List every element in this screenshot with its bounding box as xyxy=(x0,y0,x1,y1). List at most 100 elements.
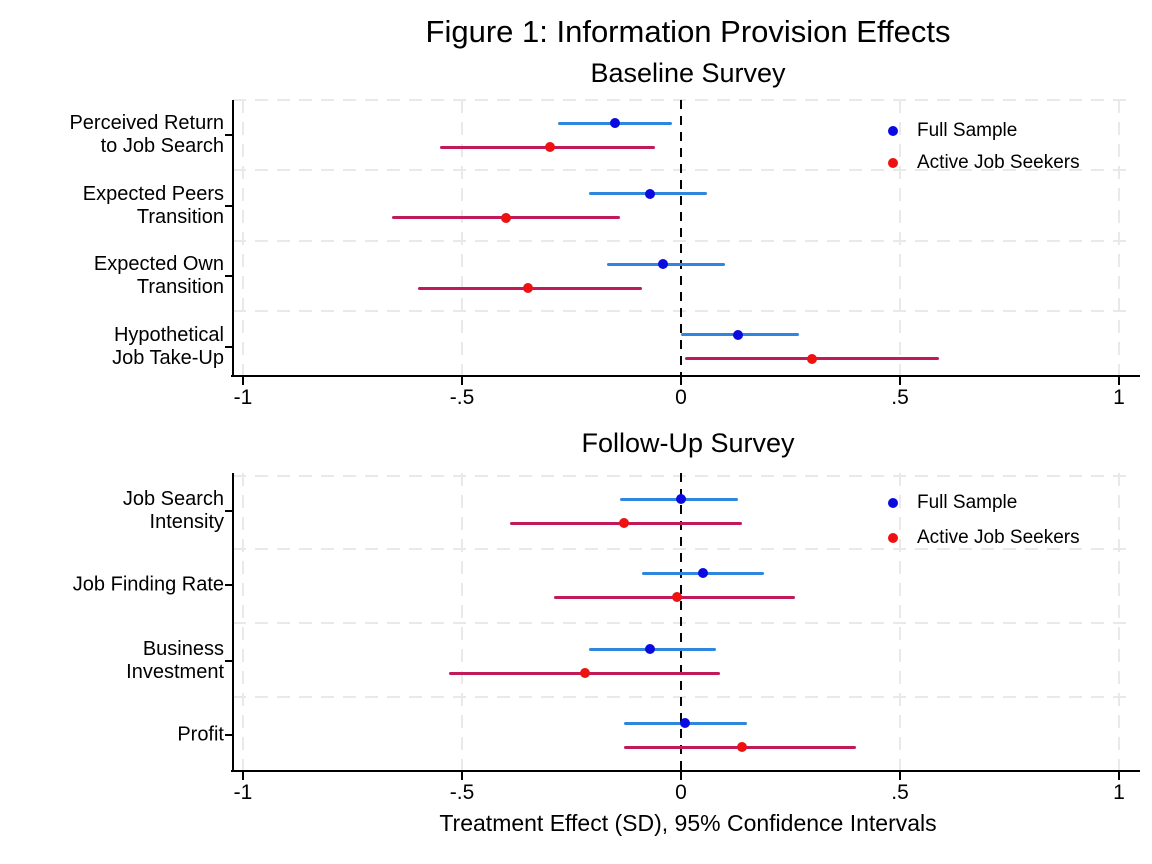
category-label-line: Hypothetical xyxy=(113,323,224,346)
category-label-line: Profit xyxy=(177,723,224,746)
estimate-dot-active-job-seekers xyxy=(807,353,818,364)
category-label-line: Business xyxy=(142,638,224,660)
x-tick xyxy=(899,377,901,385)
y-axis-line xyxy=(232,100,234,377)
gridline-vertical xyxy=(242,100,244,375)
estimate-dot-full-sample xyxy=(676,494,686,504)
figure-title: Figure 1: Information Provision Effects xyxy=(425,14,951,49)
x-tick-label: 0 xyxy=(675,781,687,804)
x-tick-label: -.5 xyxy=(449,781,475,804)
gridline-horizontal xyxy=(233,475,1134,477)
y-tick xyxy=(225,134,233,136)
y-tick xyxy=(225,660,233,662)
gridline-horizontal xyxy=(233,622,1134,624)
x-tick-label: .5 xyxy=(891,386,909,409)
x-tick xyxy=(680,377,682,385)
x-tick-label: -.5 xyxy=(449,386,475,409)
x-axis-line xyxy=(231,770,1140,772)
estimate-dot-full-sample xyxy=(697,568,708,578)
x-axis-title: Treatment Effect (SD), 95% Confidence In… xyxy=(439,810,937,836)
zero-reference-line xyxy=(680,473,682,772)
category-label-line: Job Finding Rate xyxy=(72,573,224,596)
category-label: Hypothetical Job Take-Up xyxy=(0,324,224,370)
estimate-dot-active-job-seekers xyxy=(619,518,630,528)
category-label-line: Transition xyxy=(136,276,224,298)
gridline-vertical xyxy=(461,100,463,375)
x-tick-label: -1 xyxy=(233,386,253,409)
y-tick xyxy=(225,204,233,207)
y-axis-line xyxy=(232,473,234,772)
estimate-dot-full-sample xyxy=(680,718,691,728)
y-tick xyxy=(225,584,233,586)
x-tick-label: 0 xyxy=(675,386,687,409)
category-label: Perceived Return to Job Search xyxy=(0,112,224,158)
estimate-dot-active-job-seekers xyxy=(522,283,533,293)
gridline-horizontal xyxy=(233,239,1134,242)
x-tick xyxy=(242,772,244,780)
estimate-dot-full-sample xyxy=(645,188,656,199)
category-label-line: Investment xyxy=(126,661,224,683)
category-label: Business Investment xyxy=(0,638,224,684)
x-tick-label: -1 xyxy=(233,781,253,804)
category-label-line: Transition xyxy=(136,205,224,228)
y-tick xyxy=(225,345,233,348)
gridline-horizontal xyxy=(233,169,1134,172)
gridline-vertical xyxy=(461,473,463,770)
x-tick xyxy=(461,772,463,780)
legend-dot-full-sample xyxy=(888,498,898,508)
x-tick xyxy=(1118,377,1120,385)
gridline-vertical xyxy=(1118,473,1120,770)
x-tick-label: .5 xyxy=(891,781,909,804)
category-label-line: Perceived Return xyxy=(69,112,224,134)
gridline-horizontal xyxy=(233,696,1134,698)
legend-label-active-job-seekers: Active Job Seekers xyxy=(917,152,1080,173)
panel-title-baseline: Baseline Survey xyxy=(590,58,786,88)
category-label: Expected Own Transition xyxy=(0,253,224,299)
gridline-vertical xyxy=(899,473,901,770)
category-label-line: to Job Search xyxy=(100,135,224,157)
category-label-line: Job Search xyxy=(122,488,224,510)
x-tick xyxy=(461,377,463,385)
category-label: Job Search Intensity xyxy=(0,488,224,534)
gridline-horizontal xyxy=(233,98,1134,101)
category-label-line: Job Take-Up xyxy=(112,346,224,369)
gridline-vertical xyxy=(899,100,901,375)
x-tick xyxy=(899,772,901,780)
x-tick-label: 1 xyxy=(1113,386,1125,409)
legend-dot-full-sample xyxy=(888,126,898,136)
category-label: Job Finding Rate xyxy=(0,574,224,597)
y-tick xyxy=(225,275,233,277)
estimate-dot-full-sample xyxy=(645,644,656,654)
x-tick xyxy=(680,772,682,780)
estimate-dot-full-sample xyxy=(610,118,621,128)
estimate-dot-active-job-seekers xyxy=(671,592,682,602)
gridline-vertical xyxy=(1118,100,1120,375)
x-tick-label: 1 xyxy=(1113,781,1125,804)
category-label: Profit xyxy=(0,724,224,747)
y-tick xyxy=(225,510,233,512)
estimate-dot-full-sample xyxy=(732,329,743,340)
gridline-horizontal xyxy=(233,310,1134,313)
legend-dot-active-job-seekers xyxy=(888,158,898,168)
category-label-line: Expected Peers xyxy=(82,182,224,205)
estimate-dot-active-job-seekers xyxy=(579,668,590,678)
legend-label-full-sample: Full Sample xyxy=(917,492,1018,513)
x-tick xyxy=(242,377,244,385)
x-tick xyxy=(1118,772,1120,780)
zero-reference-line xyxy=(680,100,682,377)
gridline-horizontal xyxy=(233,548,1134,550)
estimate-dot-active-job-seekers xyxy=(544,142,555,152)
estimate-dot-active-job-seekers xyxy=(500,212,511,223)
legend-dot-active-job-seekers xyxy=(888,533,898,543)
legend-label-full-sample: Full Sample xyxy=(917,120,1018,141)
x-axis-line xyxy=(231,375,1140,377)
panel-title-followup: Follow-Up Survey xyxy=(581,428,795,458)
legend-label-active-job-seekers: Active Job Seekers xyxy=(917,527,1080,548)
category-label-line: Intensity xyxy=(149,511,224,533)
gridline-vertical xyxy=(242,473,244,770)
category-label-line: Expected Own xyxy=(93,253,224,275)
estimate-dot-active-job-seekers xyxy=(737,742,748,752)
estimate-dot-full-sample xyxy=(658,259,669,269)
category-label: Expected Peers Transition xyxy=(0,183,224,229)
